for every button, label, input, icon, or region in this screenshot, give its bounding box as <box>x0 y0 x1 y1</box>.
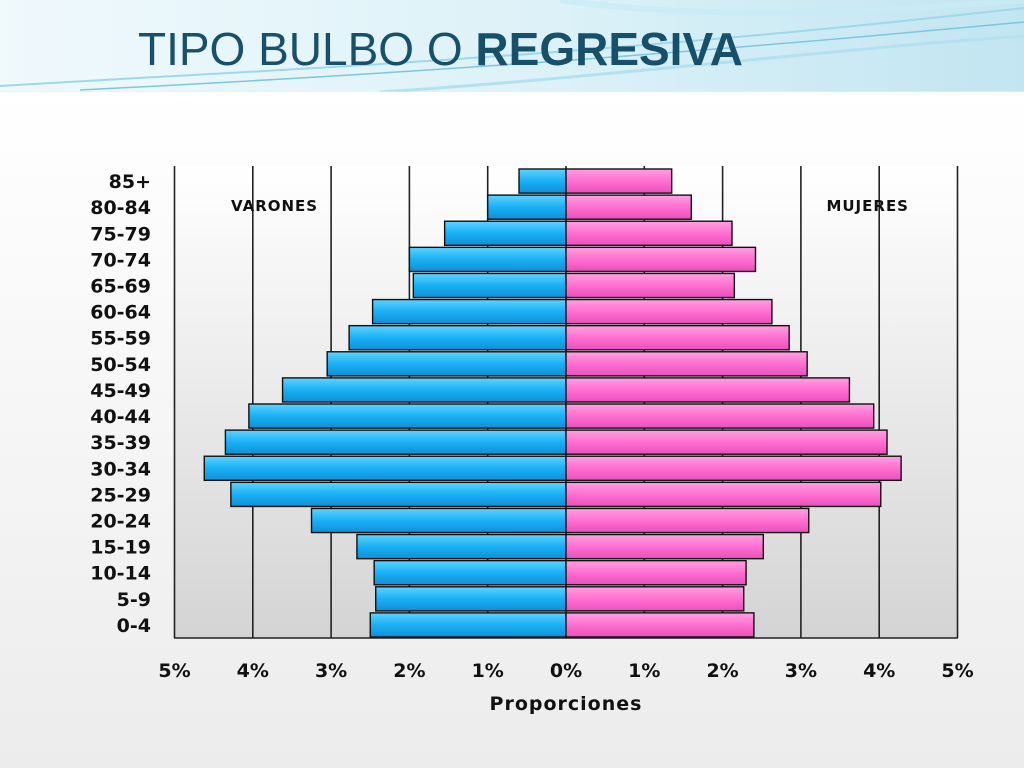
age-labels: 0-4 5-9 10-14 15-19 20-24 25-29 30-34 35-39 40-4… <box>90 171 151 637</box>
bar-female <box>565 533 765 560</box>
bar-female <box>565 481 882 508</box>
age-group-label: 65-69 <box>90 276 151 298</box>
legend-male: VARONES <box>231 197 318 215</box>
bar-female <box>565 351 808 377</box>
age-group-label: 20-24 <box>90 511 151 533</box>
age-group-label: 70-74 <box>90 249 151 271</box>
x-tick-label: 3% <box>315 660 347 682</box>
x-tick-label: 0% <box>550 660 582 682</box>
bar-male <box>281 377 567 403</box>
bar-female <box>565 298 773 325</box>
bar-male <box>369 612 567 638</box>
age-group-label: 15-19 <box>90 537 151 559</box>
age-group-label: 75-79 <box>90 223 151 245</box>
age-group-label: 85+ <box>109 171 151 193</box>
bar-female <box>565 612 755 638</box>
bar-female <box>565 168 673 194</box>
age-group-label: 35-39 <box>90 432 151 454</box>
age-group-label: 45-49 <box>90 380 151 402</box>
age-group-label: 5-9 <box>117 589 151 611</box>
bar-female <box>565 220 733 247</box>
x-tick-label: 3% <box>785 660 817 682</box>
header-wave-decoration <box>0 0 1024 92</box>
bar-female <box>565 324 790 351</box>
bar-male <box>373 559 567 586</box>
x-tick-label: 2% <box>393 660 425 682</box>
x-tick-label: 5% <box>941 660 973 682</box>
bar-male <box>310 507 567 534</box>
age-group-label: 40-44 <box>90 406 151 428</box>
bar-male <box>203 455 567 482</box>
bar-female <box>565 455 902 482</box>
age-group-label: 60-64 <box>90 302 151 324</box>
title-bold: REGRESIVA <box>475 23 743 75</box>
legend-female: MUJERES <box>826 197 909 215</box>
bar-male <box>248 403 567 429</box>
bar-male <box>443 220 567 247</box>
bar-female <box>565 246 757 273</box>
bar-female <box>565 403 875 429</box>
bar-female <box>565 559 747 586</box>
bars <box>203 168 902 638</box>
x-tick-label: 1% <box>628 660 660 682</box>
slide-title: TIPO BULBO O REGRESIVA <box>138 22 743 76</box>
age-group-label: 10-14 <box>90 563 151 585</box>
bar-male <box>375 586 567 612</box>
bar-female <box>565 377 851 403</box>
bar-female <box>565 272 736 299</box>
bar-male <box>408 246 567 273</box>
age-group-label: 0-4 <box>117 615 151 637</box>
age-group-label: 25-29 <box>90 484 151 506</box>
bar-male <box>326 351 567 377</box>
x-tick-label: 4% <box>863 660 895 682</box>
bar-male <box>412 272 567 299</box>
x-tick-label: 4% <box>237 660 269 682</box>
bar-female <box>565 194 692 220</box>
bar-female <box>565 429 888 455</box>
bar-male <box>371 298 567 325</box>
x-axis-title: Proporciones <box>490 693 643 715</box>
title-regular: TIPO BULBO O <box>138 23 476 75</box>
x-tick-label: 2% <box>706 660 738 682</box>
age-group-label: 55-59 <box>90 328 151 350</box>
x-tick-labels: 5% 4% 3% 2% 1% 0% 1% 2% 3% 4% 5% <box>158 660 973 682</box>
bar-male <box>224 429 567 455</box>
slide-header: TIPO BULBO O REGRESIVA <box>0 0 1024 92</box>
bar-male <box>518 168 567 194</box>
age-group-label: 80-84 <box>90 197 151 219</box>
bar-female <box>565 507 810 534</box>
x-tick-label: 1% <box>472 660 504 682</box>
bar-male <box>487 194 567 220</box>
age-group-label: 50-54 <box>90 354 151 376</box>
x-tick-label: 5% <box>158 660 190 682</box>
bar-male <box>348 324 567 351</box>
bar-male <box>356 533 567 560</box>
bar-female <box>565 586 745 612</box>
age-group-label: 30-34 <box>90 458 151 480</box>
bar-male <box>230 481 567 508</box>
